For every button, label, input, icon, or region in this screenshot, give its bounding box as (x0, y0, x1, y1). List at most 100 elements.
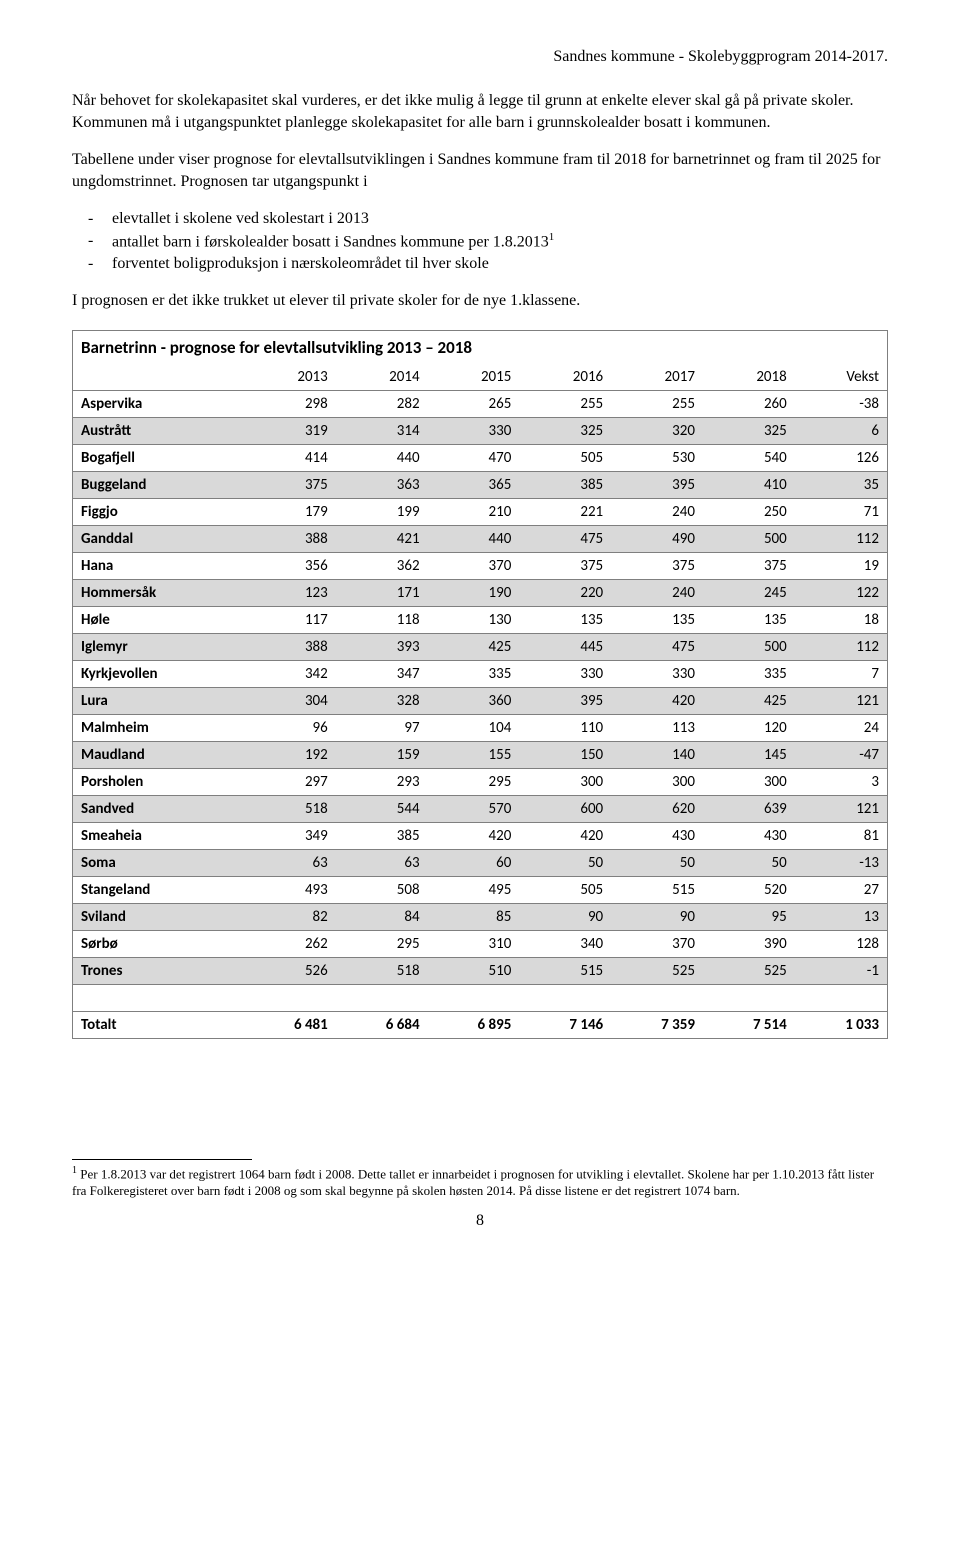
row-name-cell: Stangeland (73, 877, 244, 904)
row-value-cell: 18 (795, 607, 888, 634)
row-value-cell: 385 (519, 472, 611, 499)
page-header: Sandnes kommune - Skolebyggprogram 2014-… (72, 48, 888, 66)
row-value-cell: 240 (611, 499, 703, 526)
row-value-cell: 171 (336, 580, 428, 607)
row-value-cell: 363 (336, 472, 428, 499)
row-value-cell: 510 (428, 958, 520, 985)
row-value-cell: 84 (336, 904, 428, 931)
prognosis-table: Barnetrinn - prognose for elevtallsutvik… (72, 330, 888, 1039)
row-value-cell: 250 (703, 499, 795, 526)
row-value-cell: 420 (428, 823, 520, 850)
row-value-cell: 330 (428, 418, 520, 445)
row-value-cell: 300 (519, 769, 611, 796)
row-name-cell: Bogafjell (73, 445, 244, 472)
row-value-cell: 293 (336, 769, 428, 796)
row-value-cell: 159 (336, 742, 428, 769)
row-value-cell: 335 (703, 661, 795, 688)
bullet-item: forventet boligproduksjon i nærskoleområ… (112, 253, 888, 275)
row-value-cell: 122 (795, 580, 888, 607)
row-value-cell: 515 (611, 877, 703, 904)
row-value-cell: 395 (519, 688, 611, 715)
row-name-cell: Maudland (73, 742, 244, 769)
row-value-cell: 475 (519, 526, 611, 553)
row-value-cell: 7 (795, 661, 888, 688)
row-value-cell: 390 (703, 931, 795, 958)
row-value-cell: 375 (519, 553, 611, 580)
row-value-cell: 375 (703, 553, 795, 580)
row-value-cell: 300 (611, 769, 703, 796)
table-header-cell: 2013 (244, 364, 336, 391)
row-value-cell: 570 (428, 796, 520, 823)
row-value-cell: 24 (795, 715, 888, 742)
row-value-cell: 320 (611, 418, 703, 445)
table-row: Lura304328360395420425121 (73, 688, 888, 715)
row-value-cell: 81 (795, 823, 888, 850)
blank-cell (73, 985, 244, 1012)
total-value-cell: 1 033 (795, 1012, 888, 1039)
row-value-cell: 300 (703, 769, 795, 796)
row-value-cell: 425 (428, 634, 520, 661)
row-value-cell: 245 (703, 580, 795, 607)
row-value-cell: 255 (519, 391, 611, 418)
row-value-cell: 145 (703, 742, 795, 769)
table-header-row: 201320142015201620172018Vekst (73, 364, 888, 391)
page-number: 8 (72, 1212, 888, 1230)
blank-cell (336, 985, 428, 1012)
row-value-cell: 490 (611, 526, 703, 553)
blank-cell (519, 985, 611, 1012)
row-value-cell: 6 (795, 418, 888, 445)
table-total-row: Totalt6 4816 6846 8957 1467 3597 5141 03… (73, 1012, 888, 1039)
row-value-cell: 97 (336, 715, 428, 742)
row-value-cell: 90 (519, 904, 611, 931)
row-value-cell: 295 (428, 769, 520, 796)
table-header-blank (73, 364, 244, 391)
row-name-cell: Iglemyr (73, 634, 244, 661)
row-value-cell: 179 (244, 499, 336, 526)
table-header-cell: 2015 (428, 364, 520, 391)
row-value-cell: 520 (703, 877, 795, 904)
row-name-cell: Sviland (73, 904, 244, 931)
table-blank-row (73, 985, 888, 1012)
blank-cell (244, 985, 336, 1012)
row-value-cell: 13 (795, 904, 888, 931)
row-value-cell: 370 (611, 931, 703, 958)
row-name-cell: Aspervika (73, 391, 244, 418)
table-row: Bogafjell414440470505530540126 (73, 445, 888, 472)
row-value-cell: 440 (336, 445, 428, 472)
row-value-cell: 123 (244, 580, 336, 607)
row-name-cell: Figgjo (73, 499, 244, 526)
row-value-cell: 518 (244, 796, 336, 823)
row-name-cell: Austrått (73, 418, 244, 445)
table-header-cell: Vekst (795, 364, 888, 391)
row-value-cell: 314 (336, 418, 428, 445)
row-name-cell: Malmheim (73, 715, 244, 742)
table-header-cell: 2017 (611, 364, 703, 391)
row-name-cell: Høle (73, 607, 244, 634)
row-value-cell: 135 (611, 607, 703, 634)
row-value-cell: 3 (795, 769, 888, 796)
row-value-cell: 495 (428, 877, 520, 904)
row-name-cell: Lura (73, 688, 244, 715)
row-value-cell: 425 (703, 688, 795, 715)
table-row: Hana35636237037537537519 (73, 553, 888, 580)
row-value-cell: 126 (795, 445, 888, 472)
table-row: Soma636360505050-13 (73, 850, 888, 877)
row-value-cell: 505 (519, 877, 611, 904)
blank-cell (795, 985, 888, 1012)
total-value-cell: 7 514 (703, 1012, 795, 1039)
row-value-cell: 50 (703, 850, 795, 877)
row-value-cell: -38 (795, 391, 888, 418)
row-value-cell: 544 (336, 796, 428, 823)
row-value-cell: 356 (244, 553, 336, 580)
table-row: Hommersåk123171190220240245122 (73, 580, 888, 607)
table-title-row: Barnetrinn - prognose for elevtallsutvik… (73, 331, 888, 365)
row-name-cell: Sandved (73, 796, 244, 823)
row-value-cell: 155 (428, 742, 520, 769)
row-value-cell: 82 (244, 904, 336, 931)
row-value-cell: 393 (336, 634, 428, 661)
row-value-cell: 121 (795, 796, 888, 823)
row-value-cell: 112 (795, 634, 888, 661)
bullet-item: antallet barn i førskolealder bosatt i S… (112, 230, 888, 253)
table-header-cell: 2016 (519, 364, 611, 391)
row-value-cell: 121 (795, 688, 888, 715)
